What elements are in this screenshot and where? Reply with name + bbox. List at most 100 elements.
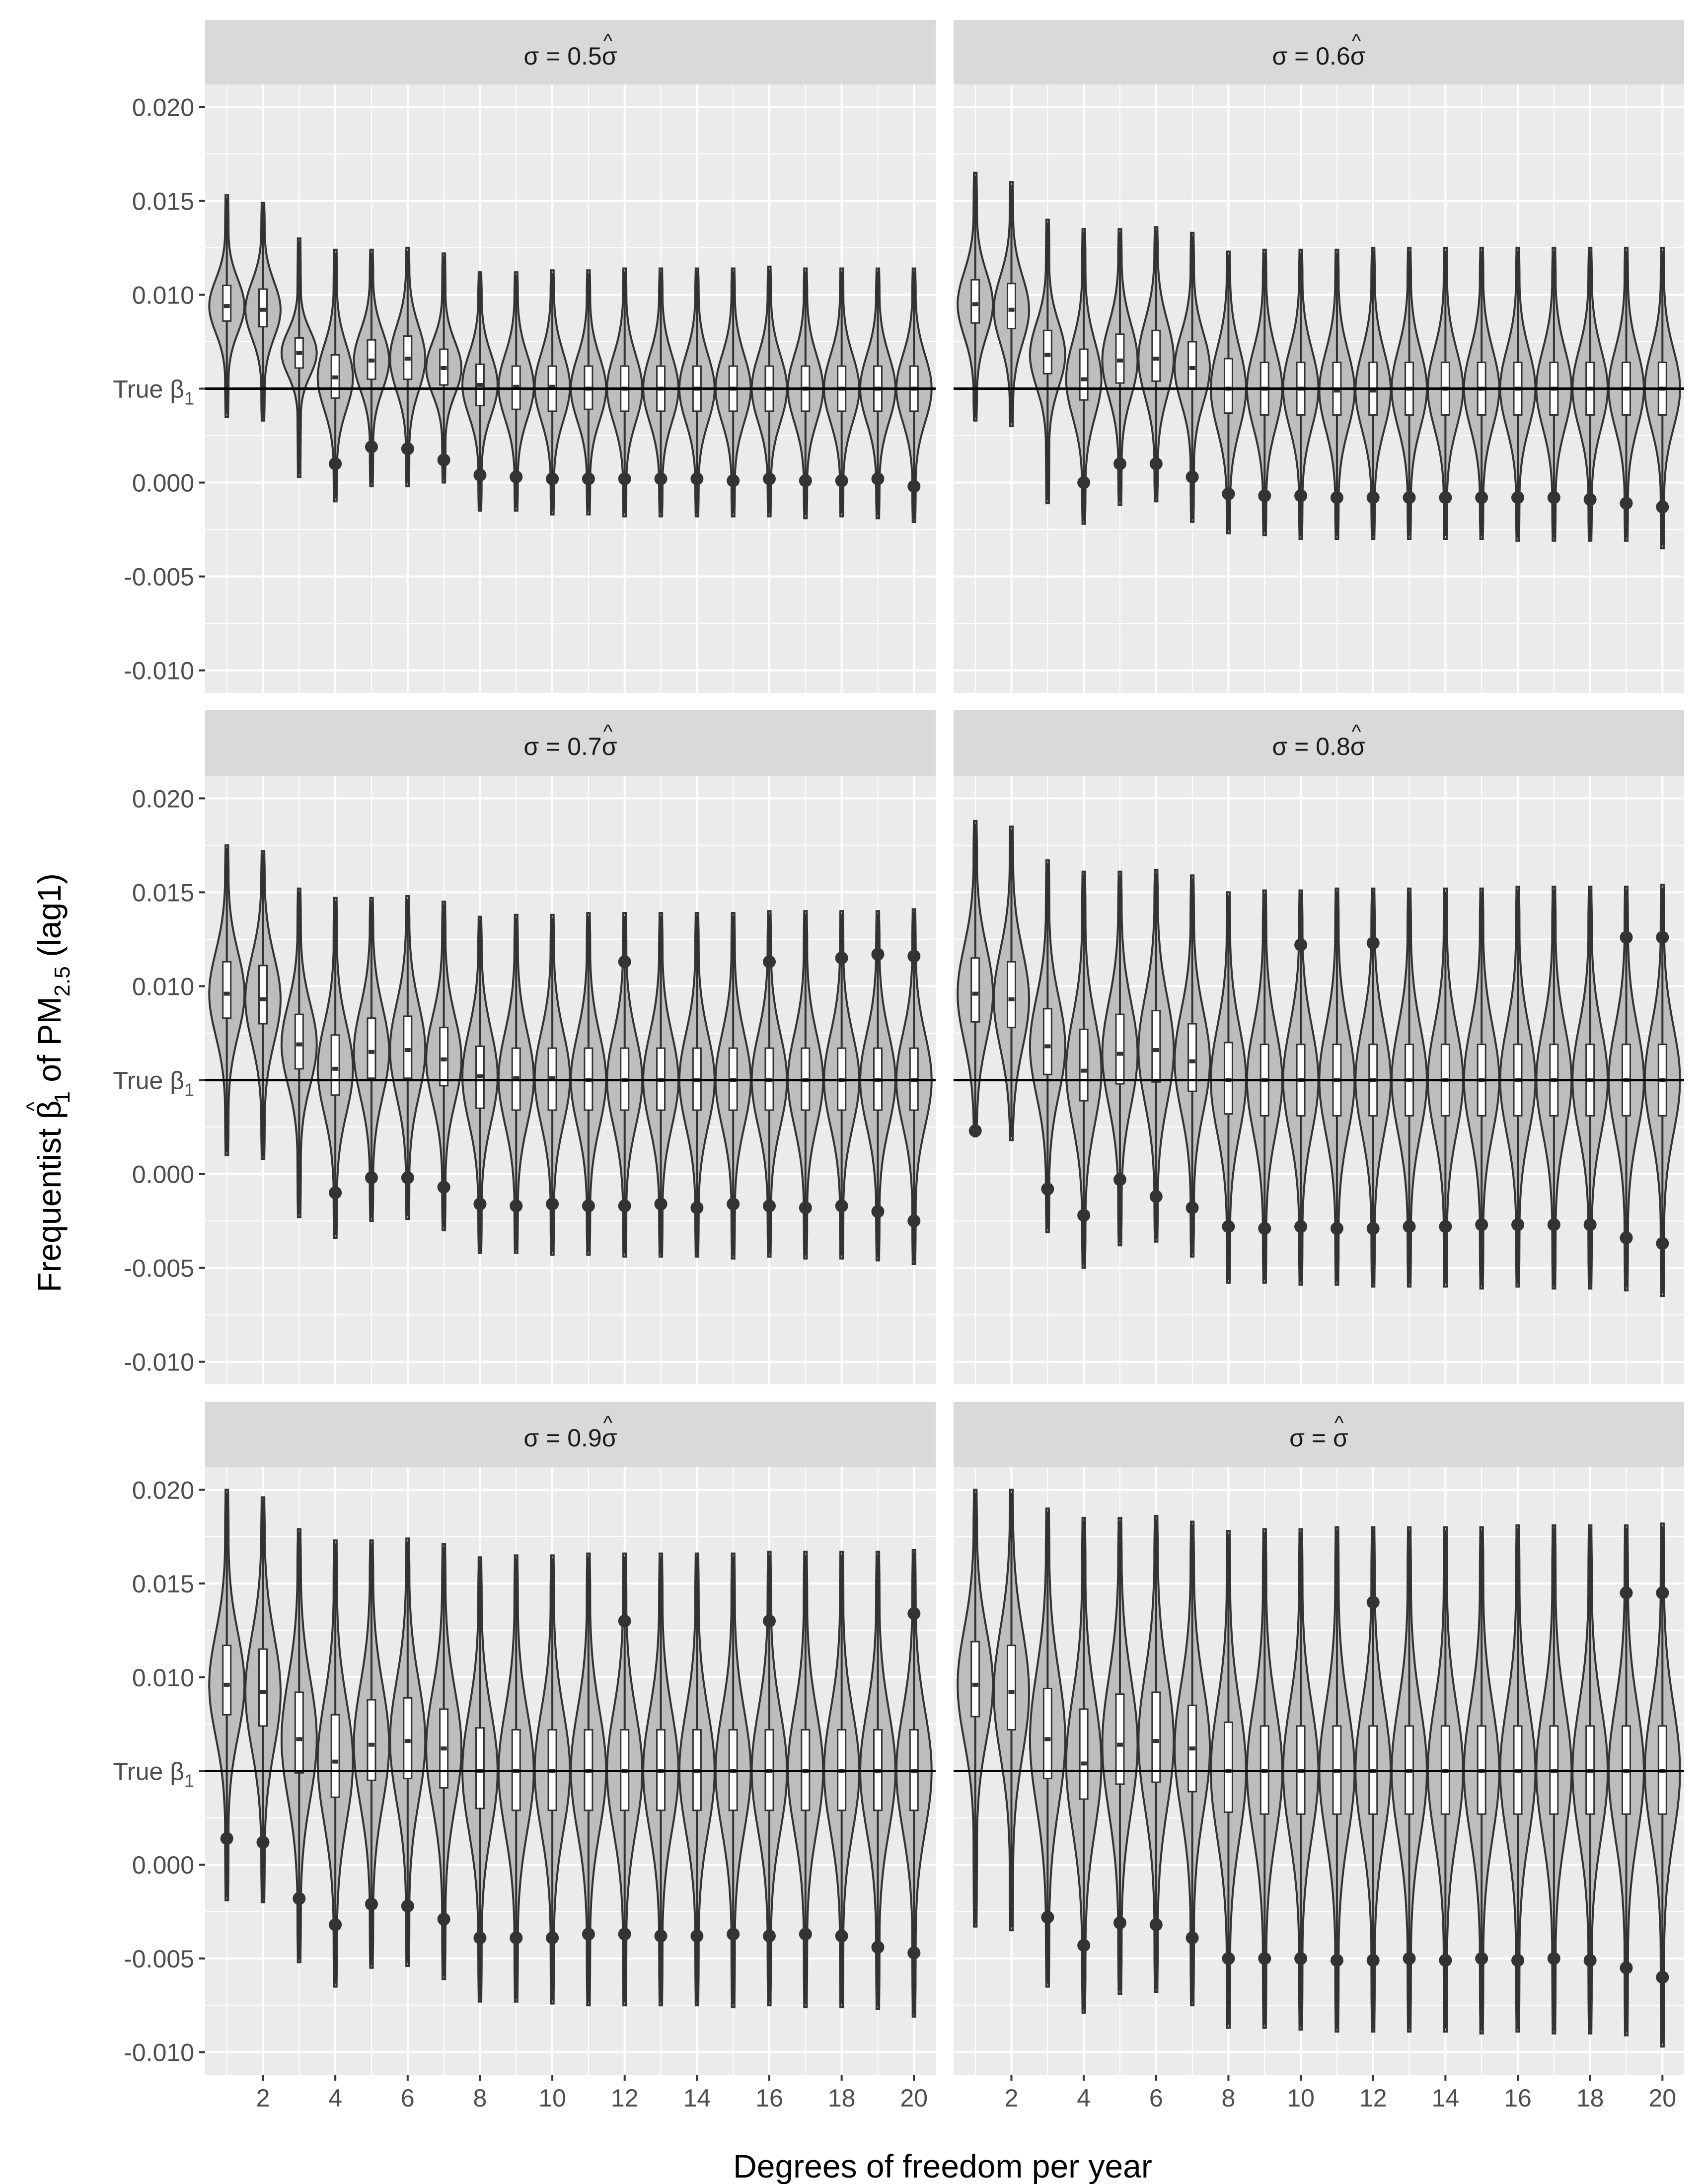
y-tick-label-true: True β [113,1067,184,1095]
median-mark [1153,1048,1159,1053]
outlier-point [1294,938,1308,952]
outlier-point [835,1199,848,1212]
outlier-point [690,1929,704,1943]
median-mark [368,1050,374,1054]
x-tick-label: 10 [1287,2084,1315,2112]
box [1115,1013,1125,1085]
outlier-point [1439,1220,1452,1233]
box [403,1697,413,1780]
outlier-point [1656,1970,1669,1984]
outlier-point [1475,491,1488,504]
median-mark [1008,997,1015,1001]
outlier-point [1403,1220,1416,1233]
outlier-point [1366,1954,1380,1967]
box [1042,1008,1052,1075]
outlier-point [1366,491,1380,504]
violin [1354,1526,1392,2033]
outlier-point [510,1199,523,1212]
median-mark [1334,388,1340,393]
outlier-point [1185,1931,1199,1945]
panel: σ = 0.6σ^ [954,20,1684,693]
strip-title-hat: ^ [1334,1412,1344,1434]
box [1079,1708,1089,1800]
panel: σ = 0.9σ^ [205,1402,936,2075]
outlier-point [1547,491,1560,504]
box [258,965,268,1025]
median-mark [441,366,447,370]
outlier-point [835,1929,848,1943]
outlier-point [473,1198,487,1211]
y-title-beta: β [31,1100,68,1119]
violin [750,265,788,518]
median-mark [1189,1059,1195,1063]
box [258,1648,268,1727]
violin [750,1550,788,2007]
y-tick-label: 0.015 [132,879,194,906]
median-mark [404,1048,411,1053]
strip-title: σ = σ^ [1289,1412,1348,1452]
violin [1137,869,1175,1243]
outlier-point [618,1927,631,1941]
outlier-point [618,472,631,485]
outlier-point [473,468,487,482]
outlier-point [582,1927,595,1941]
y-tick-label: 0.010 [132,973,194,1000]
outlier-point [1113,457,1126,470]
violin [714,912,752,1260]
median-mark [1081,377,1087,381]
median-mark [296,1042,302,1047]
strip-title: σ = 0.6σ^ [1272,30,1365,70]
violin [208,844,246,1156]
violin [1282,1528,1320,2031]
violin [1029,859,1066,1233]
box [222,285,232,322]
outlier-point [1403,1952,1416,1965]
violin [957,171,994,422]
median-mark [1116,1052,1123,1056]
outlier-point [1583,1218,1597,1231]
outlier-point [1077,1939,1091,1952]
outlier-point [690,1201,704,1214]
outlier-point [1330,491,1343,504]
median-mark [1081,1761,1087,1766]
violin [316,1539,354,1988]
median-mark [1044,1044,1051,1049]
violin [244,202,282,422]
violin [1318,248,1356,540]
x-tick-label: 6 [1149,2084,1163,2112]
outlier-point [727,474,740,487]
violin [280,237,318,478]
violin [895,1549,933,2018]
box [367,1699,376,1781]
box [1042,1687,1052,1780]
violin [1607,1524,1645,2036]
median-mark [332,375,339,379]
outlier-point [1511,1954,1525,1967]
box [222,961,232,1019]
outlier-point [510,470,523,484]
strip-background [954,20,1684,84]
outlier-point [1366,936,1380,950]
outlier-point [1185,1201,1199,1214]
median-mark [1189,366,1195,370]
outlier-point [1149,457,1163,470]
box [1079,348,1089,401]
violin [1101,1516,1139,1995]
outlier-point [401,442,414,455]
violin [1137,226,1175,503]
outlier-point [1185,470,1199,484]
outlier-point [907,480,921,493]
violin [353,897,390,1222]
outlier-point [1620,1586,1633,1599]
x-tick-label: 14 [1432,2084,1460,2112]
box [1007,961,1017,1029]
y-tick-label-true-sub: 1 [184,1771,194,1791]
x-tick-label: 20 [1648,2084,1676,2112]
violin [1174,231,1211,523]
median-mark [1153,1739,1159,1743]
violin [461,271,499,512]
outlier-point [763,1929,776,1943]
median-mark [260,1690,266,1694]
outlier-point [1041,1910,1054,1924]
